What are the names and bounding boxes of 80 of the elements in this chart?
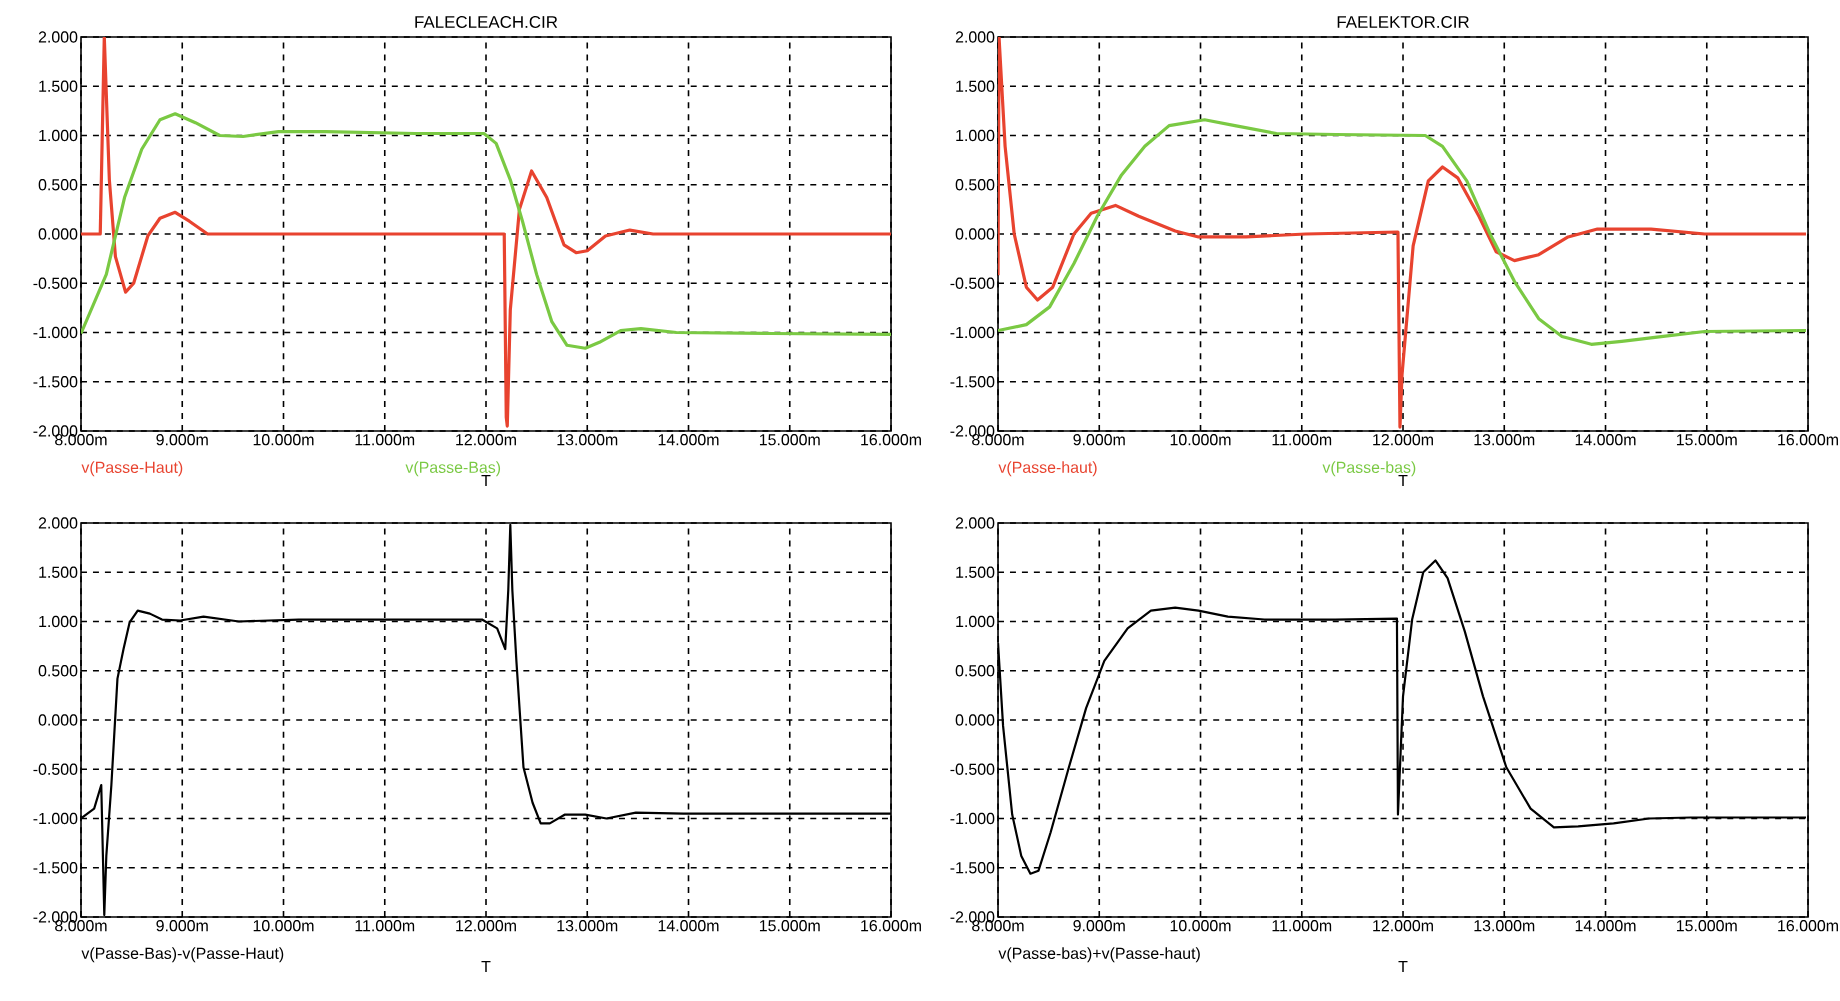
- y-tick-label: -1.000: [950, 812, 995, 825]
- x-tick-label: 12.000m: [456, 434, 516, 446]
- x-tick-label: 10.000m: [1170, 434, 1231, 446]
- x-tick-label: 10.000m: [1170, 920, 1231, 932]
- y-tick-label: 2.000: [38, 517, 78, 529]
- y-tick-label: 1.500: [956, 566, 995, 578]
- x-tick-label: 11.000m: [355, 920, 415, 932]
- x-axis-title: T: [1398, 474, 1408, 486]
- y-tick-label: 1.500: [39, 566, 78, 578]
- y-tick-label: 0.000: [955, 228, 995, 240]
- y-tick-label: 1.500: [956, 80, 995, 92]
- x-tick-label: 12.000m: [1373, 434, 1433, 446]
- x-tick-label: 11.000m: [1272, 920, 1332, 932]
- x-tick-label: 16.000m: [861, 920, 921, 932]
- x-tick-label: 9.000m: [1073, 920, 1125, 932]
- x-tick-label: 10.000m: [253, 434, 314, 446]
- x-tick-label: 14.000m: [1575, 434, 1636, 446]
- y-tick-label: 0.500: [955, 179, 995, 191]
- chart-title: FAELEKTOR.CIR: [1337, 15, 1469, 28]
- y-tick-label: -0.500: [33, 763, 78, 775]
- text: v(Passe-Bas)-v(Passe-Haut): [81, 947, 284, 963]
- x-tick-label: 16.000m: [861, 434, 921, 446]
- line-series: [81, 112, 892, 350]
- y-tick-label: 1.000: [956, 129, 995, 142]
- y-tick-label: -1.500: [950, 376, 995, 388]
- y-tick-label: 1.500: [39, 80, 78, 92]
- x-tick-label: 12.000m: [456, 920, 516, 932]
- text: v(Passe-bas)+v(Passe-haut): [998, 947, 1200, 963]
- y-tick-label: 0.500: [38, 179, 78, 191]
- y-tick-label: 1.000: [39, 129, 78, 142]
- x-tick-label: 12.000m: [1373, 920, 1433, 932]
- x-tick-label: 13.000m: [557, 920, 618, 932]
- chart-title: FALECLEACH.CIR: [415, 15, 558, 28]
- x-axis-title: T: [481, 474, 491, 486]
- x-tick-label: 11.000m: [355, 434, 415, 446]
- x-tick-label: 11.000m: [1272, 434, 1332, 446]
- x-tick-label: 13.000m: [1474, 920, 1535, 932]
- text: v(Passe-haut): [998, 461, 1097, 477]
- y-tick-label: -1.500: [33, 376, 78, 388]
- y-tick-label: -0.500: [950, 763, 995, 775]
- x-tick-label: 14.000m: [1575, 920, 1636, 932]
- y-tick-label: 0.000: [38, 228, 78, 240]
- y-tick-label: -1.000: [33, 326, 78, 339]
- x-tick-label: 14.000m: [658, 920, 719, 932]
- x-axis-title: T: [1398, 960, 1408, 972]
- text: v(Passe-Bas): [405, 461, 501, 477]
- x-tick-label: 16.000m: [1778, 434, 1838, 446]
- text: v(Passe-bas): [1322, 461, 1416, 477]
- y-tick-label: 0.500: [955, 665, 995, 677]
- x-tick-label: 9.000m: [156, 434, 208, 446]
- y-tick-label: 1.000: [39, 615, 78, 628]
- y-tick-label: 0.000: [38, 714, 78, 726]
- x-tick-label: 13.000m: [1474, 434, 1535, 446]
- x-axis-title: T: [481, 960, 491, 972]
- line-series: [81, 523, 892, 917]
- y-tick-label: -1.500: [950, 862, 995, 874]
- y-tick-label: 2.000: [955, 517, 995, 529]
- x-tick-label: 16.000m: [1778, 920, 1838, 932]
- y-tick-label: 1.000: [956, 615, 995, 628]
- y-tick-label: 2.000: [38, 31, 78, 43]
- x-tick-label: 9.000m: [1073, 434, 1125, 446]
- line-series: [998, 36, 1808, 429]
- x-tick-label: 14.000m: [658, 434, 719, 446]
- x-tick-label: 15.000m: [1676, 434, 1737, 446]
- y-tick-label: 2.000: [955, 31, 995, 43]
- y-tick-label: -0.500: [950, 277, 995, 289]
- y-tick-label: -0.500: [33, 277, 78, 289]
- y-tick-label: -1.500: [33, 862, 78, 874]
- x-tick-label: 15.000m: [1676, 920, 1737, 932]
- x-tick-label: 9.000m: [156, 920, 208, 932]
- y-tick-label: -1.000: [950, 326, 995, 339]
- y-tick-label: 0.500: [38, 665, 78, 677]
- x-tick-label: 10.000m: [253, 920, 314, 932]
- x-tick-label: 15.000m: [759, 920, 820, 932]
- x-tick-label: 13.000m: [557, 434, 618, 446]
- x-tick-label: 15.000m: [759, 434, 820, 446]
- y-tick-label: 0.000: [955, 714, 995, 726]
- y-tick-label: -1.000: [33, 812, 78, 825]
- line-series: [998, 118, 1808, 346]
- text: v(Passe-Haut): [81, 461, 183, 477]
